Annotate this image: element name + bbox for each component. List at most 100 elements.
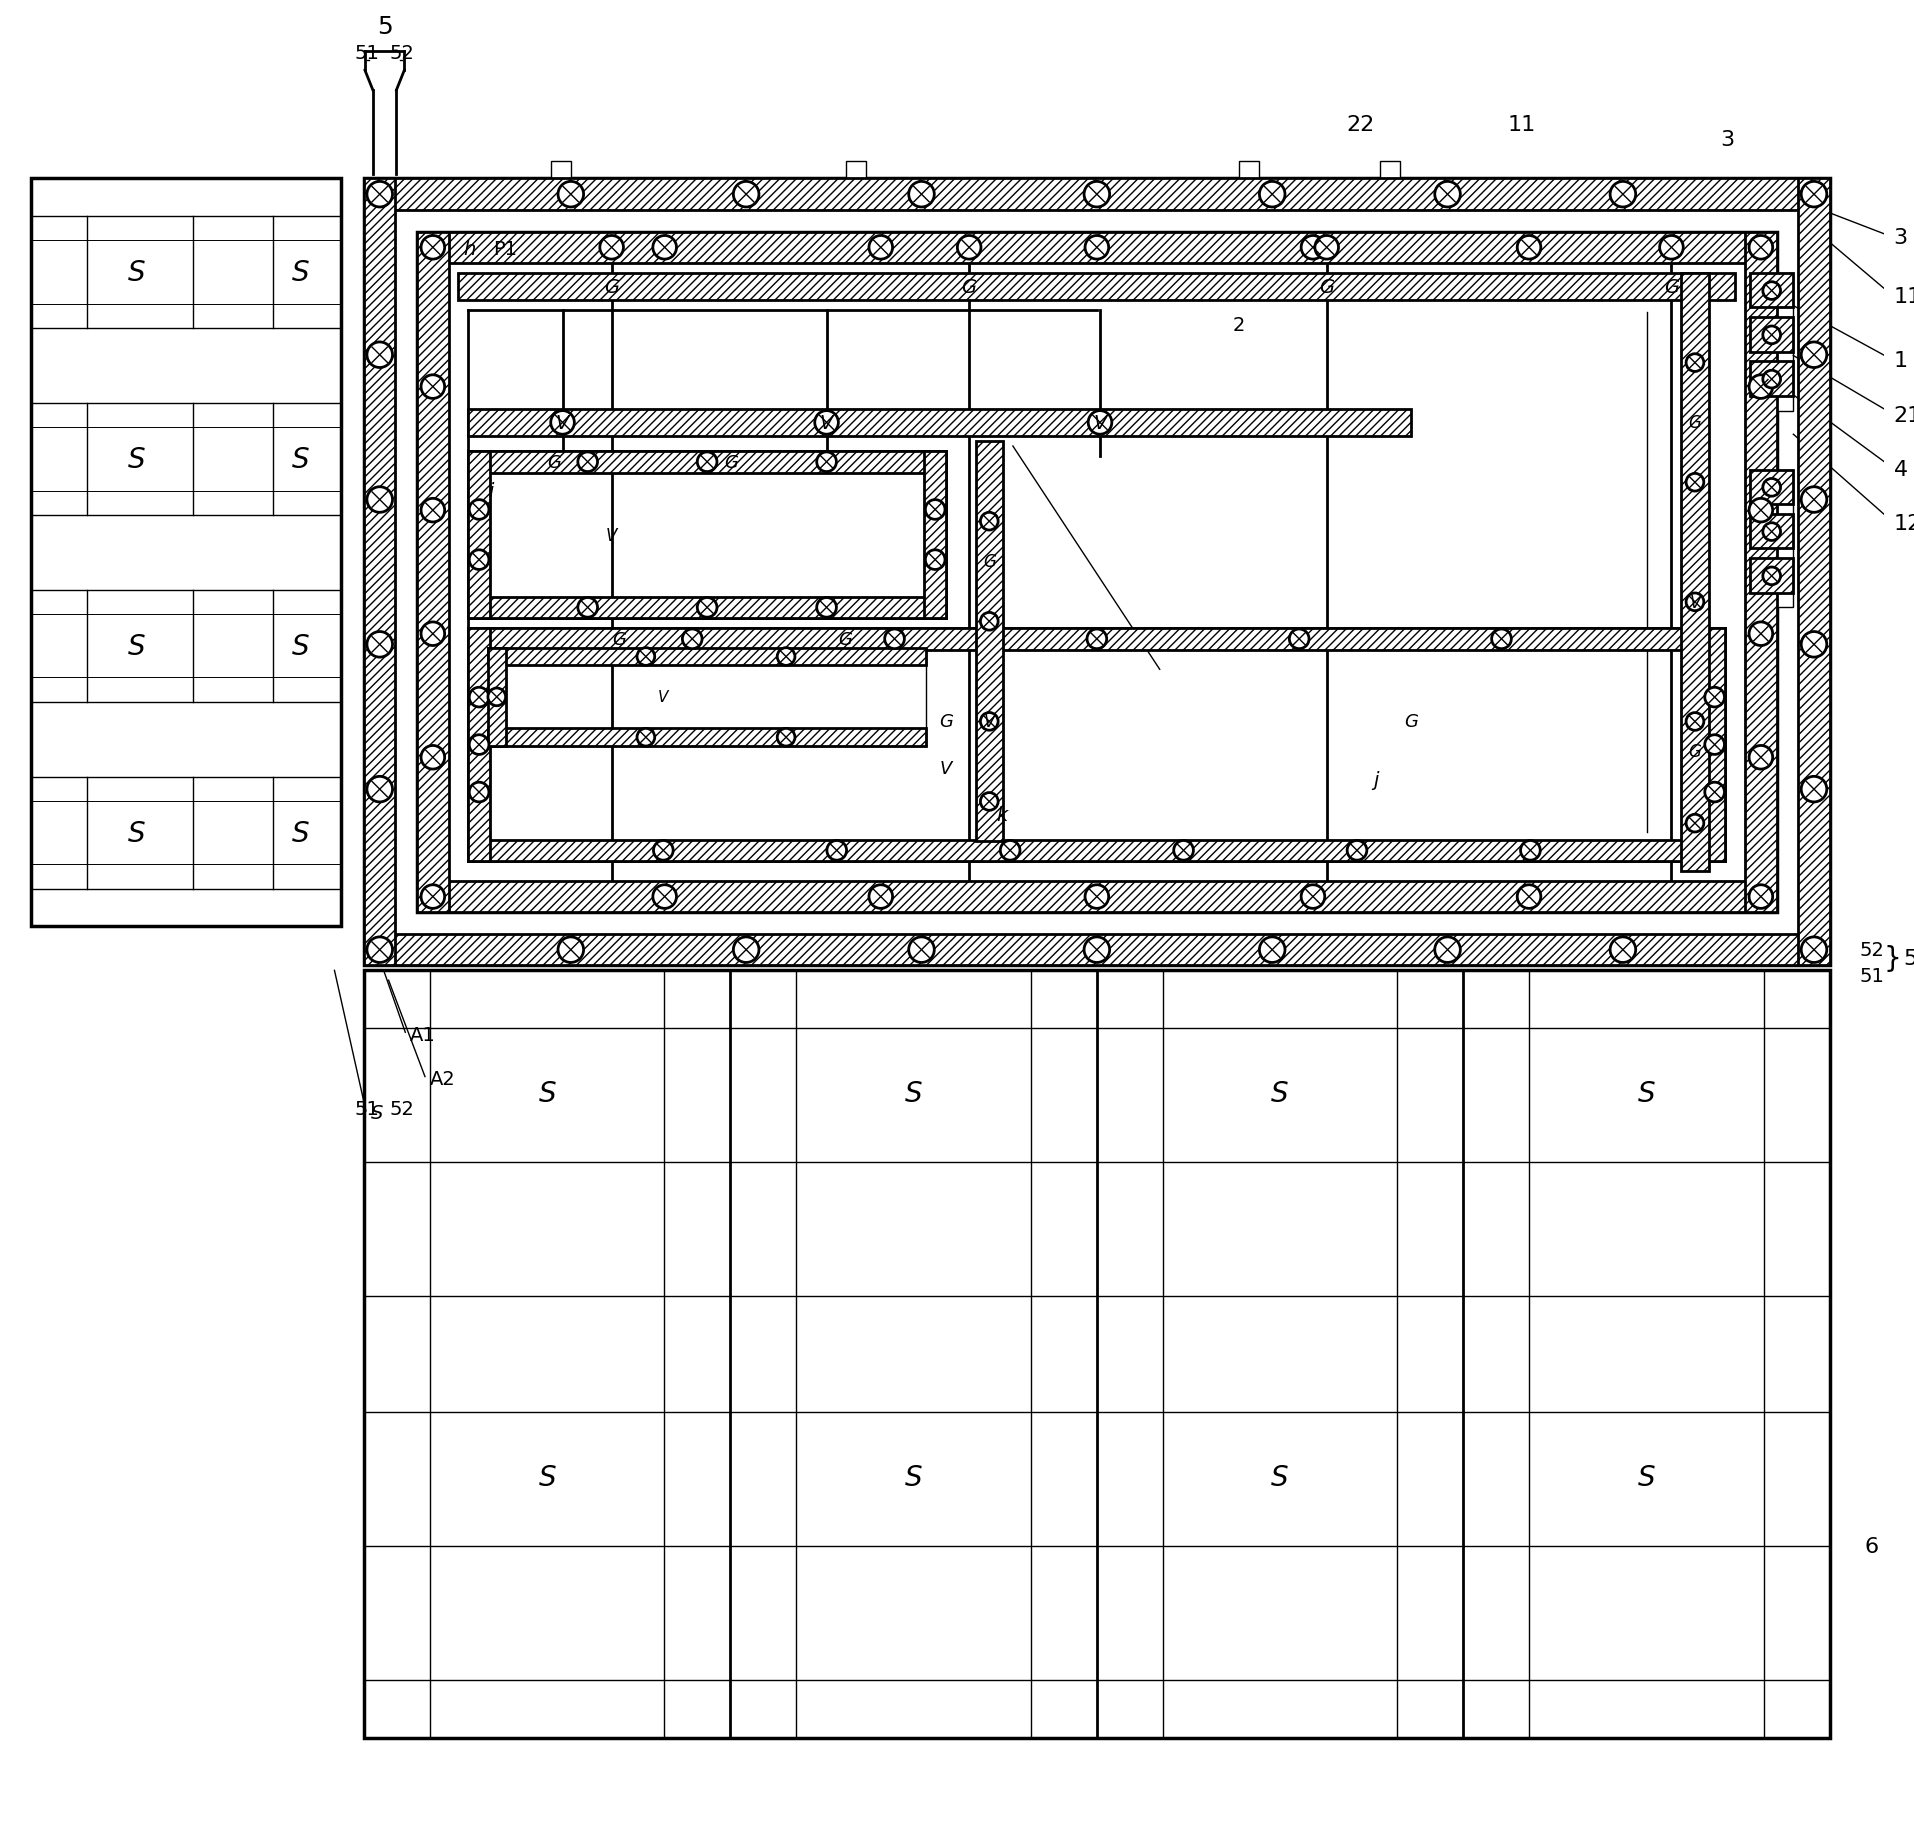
Bar (488, 649, 926, 666)
Circle shape (367, 776, 392, 802)
Circle shape (1491, 629, 1510, 649)
Text: 3: 3 (1893, 228, 1906, 248)
Bar (1680, 274, 1707, 872)
Bar (1749, 274, 1792, 309)
Circle shape (924, 550, 944, 570)
Circle shape (367, 938, 392, 964)
Circle shape (1801, 938, 1826, 964)
Circle shape (421, 623, 444, 645)
Text: S: S (1636, 1464, 1654, 1491)
Bar (417, 232, 1776, 912)
Text: V: V (1093, 414, 1106, 432)
Circle shape (1763, 568, 1780, 585)
Text: S: S (128, 259, 145, 287)
Text: i: i (488, 482, 494, 500)
Bar (364, 934, 1828, 965)
Circle shape (1801, 776, 1826, 802)
Circle shape (980, 793, 997, 811)
Bar (469, 629, 490, 862)
Circle shape (1684, 714, 1703, 730)
Text: k: k (995, 805, 1007, 824)
Circle shape (924, 500, 944, 520)
Text: 21: 21 (1893, 405, 1914, 425)
Bar (469, 410, 1411, 438)
Circle shape (980, 612, 997, 631)
Circle shape (653, 885, 676, 908)
Circle shape (1610, 182, 1635, 208)
Circle shape (884, 629, 903, 649)
Circle shape (1763, 327, 1780, 344)
Circle shape (469, 783, 488, 802)
Text: h: h (463, 239, 475, 259)
Circle shape (1087, 629, 1106, 649)
Circle shape (681, 629, 702, 649)
Bar (469, 629, 1725, 862)
Circle shape (957, 237, 980, 259)
Text: 2: 2 (1233, 314, 1244, 335)
Text: 3: 3 (1719, 131, 1734, 151)
Circle shape (1300, 237, 1324, 259)
Bar (488, 728, 926, 747)
Circle shape (1801, 633, 1826, 658)
Text: 51: 51 (1858, 965, 1883, 986)
Circle shape (815, 452, 836, 473)
Circle shape (1083, 182, 1108, 208)
Bar (469, 452, 490, 620)
Text: A1: A1 (410, 1024, 436, 1045)
Circle shape (1259, 938, 1284, 964)
Text: j: j (1372, 771, 1378, 789)
Circle shape (1434, 938, 1460, 964)
Circle shape (421, 375, 444, 399)
Circle shape (1520, 840, 1539, 861)
Circle shape (557, 938, 584, 964)
Text: P1: P1 (492, 239, 517, 259)
Text: G: G (961, 278, 976, 296)
Bar (1744, 232, 1776, 912)
Circle shape (1763, 371, 1780, 388)
Text: S: S (1271, 1079, 1288, 1107)
Circle shape (367, 487, 392, 513)
Text: S: S (293, 445, 310, 473)
Circle shape (1684, 815, 1703, 833)
Circle shape (1747, 498, 1772, 522)
Text: 6: 6 (1862, 1536, 1878, 1556)
Text: S: S (903, 1079, 923, 1107)
Bar (1749, 471, 1792, 504)
Text: 4: 4 (1893, 460, 1906, 480)
Circle shape (777, 649, 794, 666)
Circle shape (909, 182, 934, 208)
Text: V: V (984, 714, 995, 730)
Circle shape (1763, 524, 1780, 541)
Text: 12: 12 (1893, 513, 1914, 533)
Circle shape (733, 182, 758, 208)
Text: S: S (293, 633, 310, 660)
Text: G: G (1663, 278, 1679, 296)
Text: 52: 52 (390, 44, 415, 63)
Circle shape (653, 840, 674, 861)
Bar (469, 452, 946, 620)
Circle shape (653, 237, 676, 259)
Circle shape (1684, 594, 1703, 611)
Circle shape (469, 736, 488, 756)
Circle shape (1747, 747, 1772, 771)
Text: G: G (612, 631, 626, 649)
Bar (488, 649, 505, 747)
Circle shape (1259, 182, 1284, 208)
Text: 51: 51 (354, 1100, 379, 1118)
Text: G: G (838, 631, 852, 649)
Circle shape (1763, 283, 1780, 300)
Circle shape (1315, 237, 1338, 259)
Bar (1380, 162, 1399, 182)
Circle shape (1763, 480, 1780, 497)
Circle shape (1801, 182, 1826, 208)
Circle shape (637, 728, 655, 747)
Text: 52: 52 (1858, 942, 1883, 960)
Text: S: S (538, 1464, 555, 1491)
Text: 22: 22 (1346, 116, 1374, 136)
Text: G: G (982, 554, 995, 570)
Text: S: S (293, 818, 310, 848)
Circle shape (1747, 885, 1772, 908)
Text: S: S (1636, 1079, 1654, 1107)
Circle shape (1703, 688, 1725, 708)
Text: 51: 51 (354, 44, 379, 63)
